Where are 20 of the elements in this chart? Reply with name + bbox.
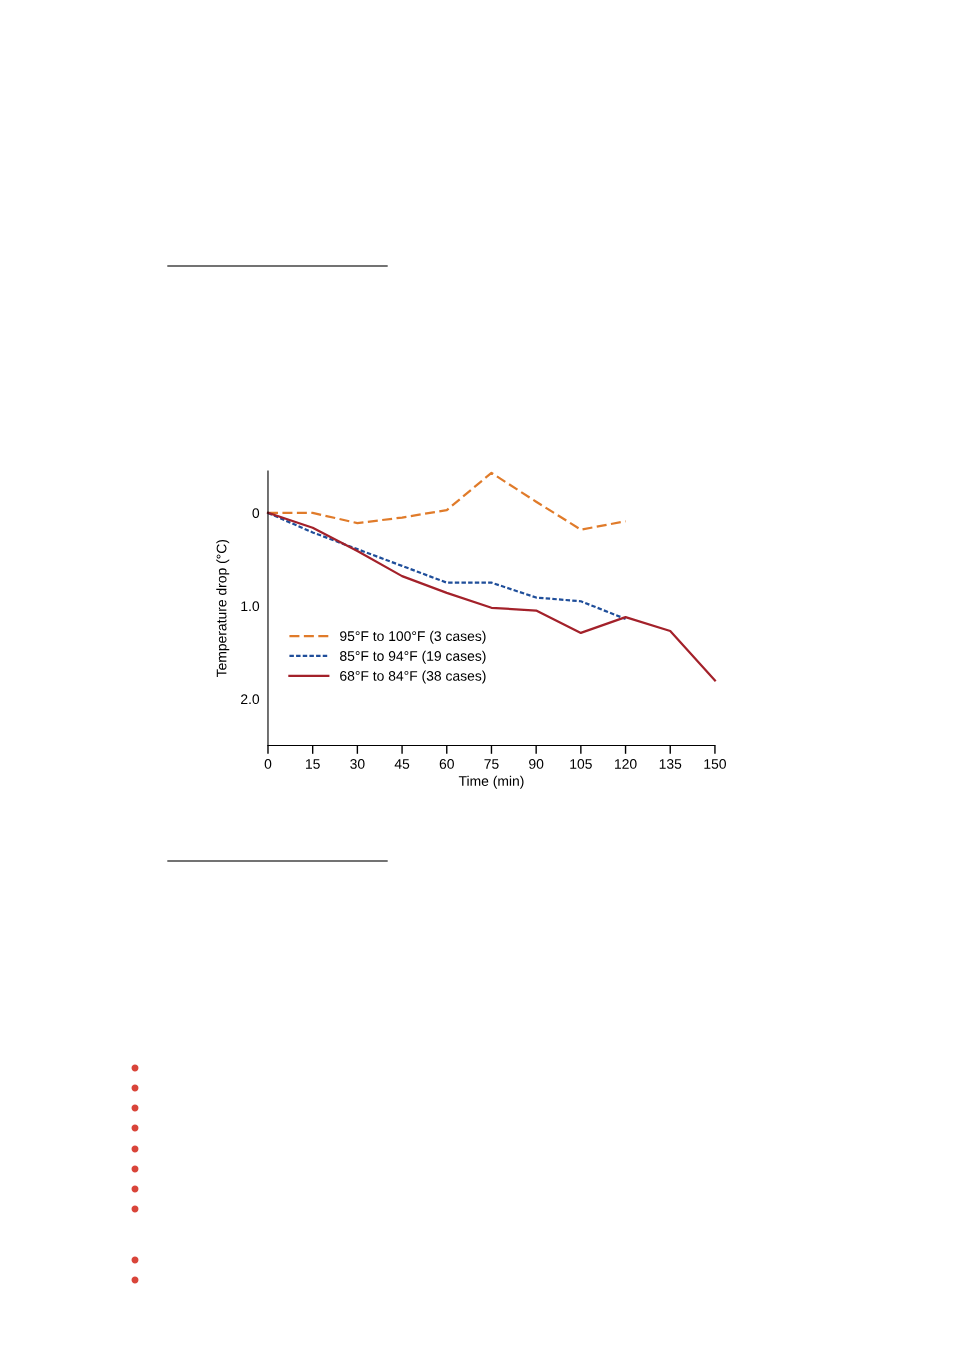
legend-label: 95°F to 100°F (3 cases) [340, 630, 486, 644]
x-tick-label: 135 [659, 759, 682, 769]
y-tick-label: 2.0 [241, 694, 260, 705]
legend-label: 85°F to 94°F (19 cases) [340, 650, 486, 664]
x-tick-label: 105 [570, 759, 592, 769]
line-series [266, 511, 717, 682]
x-tick-label: 30 [350, 759, 365, 769]
x-tick-label: 45 [394, 759, 410, 769]
x-axis-title: Time (min) [458, 775, 524, 789]
x-tick-label: 90 [529, 759, 544, 769]
y-tick-label: 1.0 [241, 601, 260, 612]
x-tick-label: 60 [439, 759, 454, 769]
y-axis-title: Temperature drop (°C) [216, 539, 230, 678]
legend-label: 68°F to 84°F (38 cases) [340, 670, 486, 684]
x-tick-label: 120 [615, 759, 637, 769]
x-tick-label: 15 [306, 759, 320, 769]
y-tick-label: 0 [252, 508, 260, 519]
x-tick-label: 0 [264, 759, 272, 769]
x-tick-label: 150 [704, 759, 726, 769]
x-tick-label: 75 [484, 759, 499, 769]
